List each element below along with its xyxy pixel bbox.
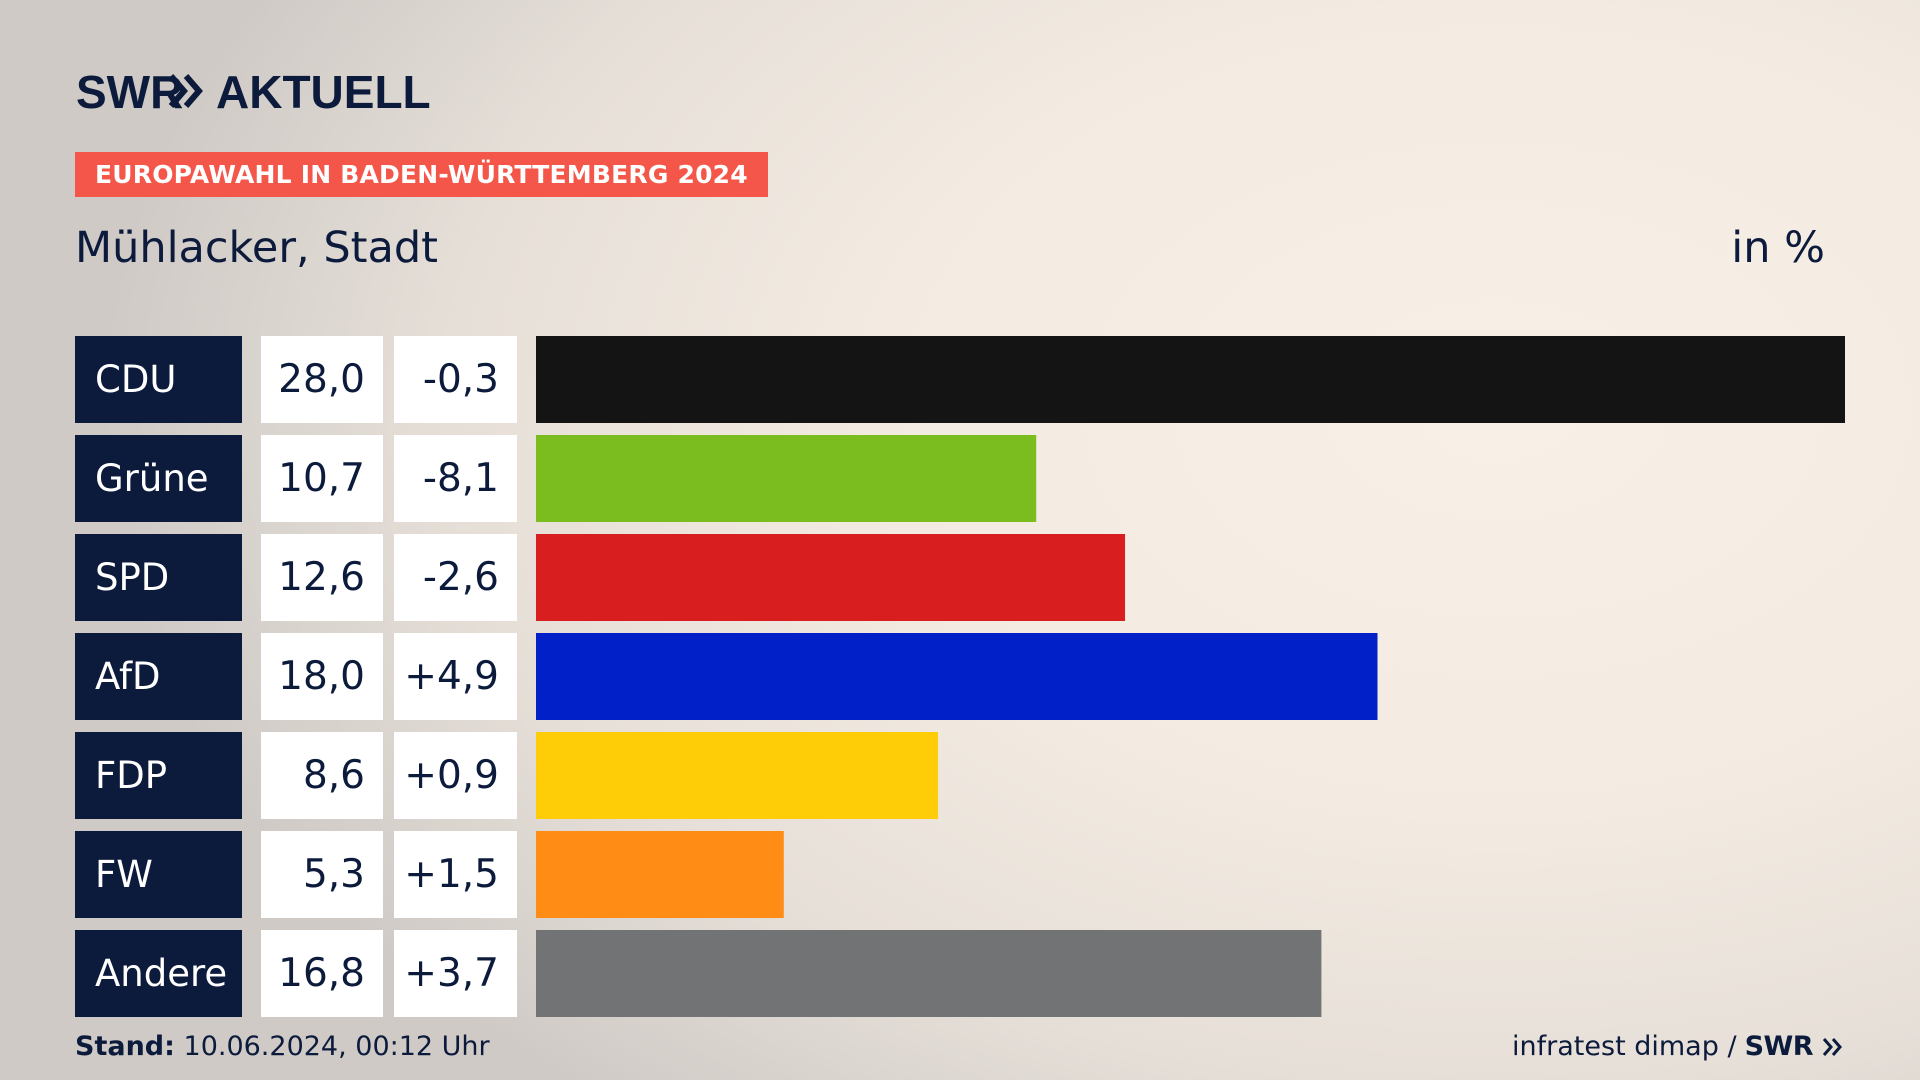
vote-change-value: -2,6 xyxy=(394,534,517,621)
bar-andere xyxy=(536,930,1322,1017)
vote-share-value: 8,6 xyxy=(261,732,383,819)
source-chevrons-icon xyxy=(1822,1038,1842,1056)
source-credit: infratest dimap / SWR xyxy=(1512,1030,1844,1064)
election-badge: EUROPAWAHL IN BADEN-WÜRTTEMBERG 2024 xyxy=(75,152,768,197)
vote-share-value: 5,3 xyxy=(261,831,383,918)
region-title: Mühlacker, Stadt xyxy=(75,223,439,273)
stand-label: Stand: xyxy=(75,1031,175,1062)
timestamp: Stand: 10.06.2024, 00:12 Uhr xyxy=(75,1030,490,1064)
bar-cdu xyxy=(536,336,1845,423)
swr-logo-icon: SWR AKTUELL xyxy=(76,66,431,116)
vote-share-value: 18,0 xyxy=(261,633,383,720)
party-label: SPD xyxy=(75,534,242,621)
bar-afd xyxy=(536,633,1378,720)
source-brand-text: SWR xyxy=(1744,1031,1814,1062)
vote-change-value: +1,5 xyxy=(394,831,517,918)
bar-gr-ne xyxy=(536,435,1037,522)
bar-spd xyxy=(536,534,1126,621)
vote-share-value: 28,0 xyxy=(261,336,383,423)
vote-change-value: +0,9 xyxy=(394,732,517,819)
vote-share-value: 16,8 xyxy=(261,930,383,1017)
party-label: CDU xyxy=(75,336,242,423)
bar-fdp xyxy=(536,732,939,819)
vote-change-value: +3,7 xyxy=(394,930,517,1017)
chevrons-icon xyxy=(168,74,203,108)
logo-swr-text: SWR xyxy=(76,66,183,116)
logo-aktuell-text: AKTUELL xyxy=(216,66,431,116)
swr-aktuell-logo: SWR AKTUELL xyxy=(76,66,436,116)
unit-label: in % xyxy=(1731,223,1825,273)
stand-value: 10.06.2024, 00:12 Uhr xyxy=(183,1031,490,1062)
source-text: infratest dimap / xyxy=(1512,1031,1737,1062)
source-brand: SWR xyxy=(1745,1030,1844,1064)
vote-share-value: 10,7 xyxy=(261,435,383,522)
party-label: FW xyxy=(75,831,242,918)
vote-change-value: -0,3 xyxy=(394,336,517,423)
party-label: Andere xyxy=(75,930,242,1017)
bar-fw xyxy=(536,831,784,918)
vote-change-value: +4,9 xyxy=(394,633,517,720)
vote-share-value: 12,6 xyxy=(261,534,383,621)
vote-change-value: -8,1 xyxy=(394,435,517,522)
party-label: AfD xyxy=(75,633,242,720)
party-label: FDP xyxy=(75,732,242,819)
party-label: Grüne xyxy=(75,435,242,522)
